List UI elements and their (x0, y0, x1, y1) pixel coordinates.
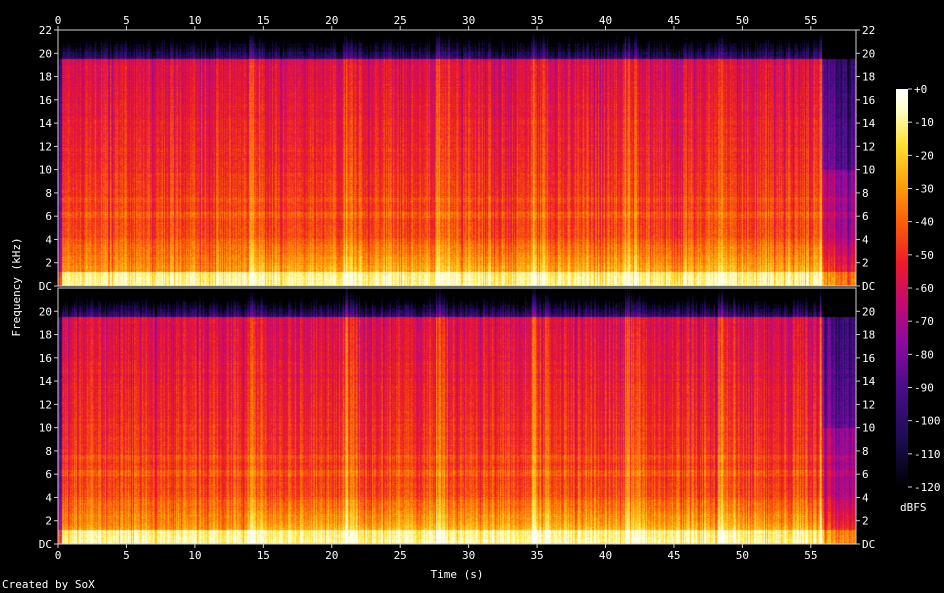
y-tick-label-right: 20 (862, 47, 875, 60)
y-tick-label-left: 20 (39, 47, 52, 60)
y-tick-label-right: DC (862, 538, 875, 551)
x-tick-label-bottom: 55 (804, 549, 817, 562)
x-tick-label-bottom: 40 (599, 549, 612, 562)
y-tick-label-left: 8 (45, 445, 52, 458)
y-tick-label-left: 14 (39, 375, 53, 388)
channel-2-spectrogram (57, 287, 857, 545)
credit-text: Created by SoX (2, 578, 95, 591)
y-tick-label-right: 10 (862, 422, 875, 435)
x-tick-label-bottom: 0 (55, 549, 62, 562)
y-tick-label-left: 4 (45, 233, 52, 246)
y-tick-label-right: 8 (862, 445, 869, 458)
colorbar-tick-label: -90 (914, 382, 934, 395)
y-tick-label-right: 6 (862, 210, 869, 223)
x-tick-label-bottom: 15 (257, 549, 270, 562)
x-axis-label: Time (s) (431, 568, 484, 581)
y-tick-label-left: 6 (45, 210, 52, 223)
x-tick-label-bottom: 20 (325, 549, 338, 562)
y-tick-label-right: 16 (862, 94, 875, 107)
y-tick-label-left: 6 (45, 468, 52, 481)
x-tick-label-top: 25 (394, 14, 407, 27)
y-tick-label-left: DC (39, 280, 52, 293)
channel-1-heatmap (58, 30, 856, 286)
y-tick-label-left: 12 (39, 140, 52, 153)
channel-1-spectrogram (57, 29, 857, 287)
y-tick-label-right: 8 (862, 187, 869, 200)
y-tick-label-right: 12 (862, 140, 875, 153)
x-tick-label-top: 45 (667, 14, 680, 27)
colorbar-ticks: +0 -10 -20 -30 -40 -50 -60 -70 -80 -90 -100 -110 -12… (908, 83, 941, 494)
y-tick-label-left: 10 (39, 422, 52, 435)
y-tick-label-left: 12 (39, 398, 52, 411)
axes: 0055101015152020252530303535404045455050… (39, 14, 876, 562)
y-axis-label: Frequency (kHz) (10, 237, 23, 336)
x-tick-label-top: 30 (462, 14, 475, 27)
x-tick-label-bottom: 25 (394, 549, 407, 562)
y-tick-label-left: 20 (39, 305, 52, 318)
x-tick-label-top: 55 (804, 14, 817, 27)
channel-2-heatmap (58, 288, 856, 544)
colorbar-tick-label: -120 (914, 481, 941, 494)
colorbar-tick-label: -70 (914, 315, 934, 328)
x-tick-label-bottom: 30 (462, 549, 475, 562)
x-tick-label-top: 0 (55, 14, 62, 27)
colorbar-tick-label: -60 (914, 282, 934, 295)
colorbar-gradient (896, 89, 908, 487)
y-tick-label-left: 2 (45, 515, 52, 528)
y-tick-label-right: 6 (862, 468, 869, 481)
x-tick-label-top: 10 (188, 14, 201, 27)
y-tick-label-left: 22 (39, 24, 52, 37)
y-tick-label-right: 10 (862, 164, 875, 177)
x-tick-label-bottom: 10 (188, 549, 201, 562)
y-tick-label-right: 22 (862, 24, 875, 37)
y-tick-label-right: 12 (862, 398, 875, 411)
y-tick-label-left: 2 (45, 257, 52, 270)
colorbar-tick-label: -30 (914, 183, 934, 196)
x-tick-label-top: 20 (325, 14, 338, 27)
y-tick-label-left: 10 (39, 164, 52, 177)
colorbar: +0 -10 -20 -30 -40 -50 -60 -70 -80 -90 -100 -110 -12… (896, 83, 941, 514)
colorbar-tick-label: -100 (914, 415, 941, 428)
y-tick-label-left: 8 (45, 187, 52, 200)
x-tick-label-bottom: 5 (123, 549, 130, 562)
x-tick-label-top: 5 (123, 14, 130, 27)
colorbar-tick-label: +0 (914, 83, 927, 96)
y-tick-label-right: 14 (862, 375, 876, 388)
colorbar-tick-label: -80 (914, 348, 934, 361)
channel-2-frame (57, 287, 857, 545)
y-tick-label-left: 14 (39, 117, 53, 130)
y-tick-label-left: 18 (39, 329, 52, 342)
colorbar-unit-label: dBFS (900, 501, 927, 514)
x-tick-label-bottom: 45 (667, 549, 680, 562)
x-tick-label-top: 35 (530, 14, 543, 27)
y-tick-label-left: 16 (39, 94, 52, 107)
y-tick-label-right: 18 (862, 71, 875, 84)
x-tick-label-top: 40 (599, 14, 612, 27)
y-tick-label-right: 16 (862, 352, 875, 365)
x-tick-label-top: 15 (257, 14, 270, 27)
y-tick-label-left: DC (39, 538, 52, 551)
y-tick-label-left: 18 (39, 71, 52, 84)
colorbar-tick-label: -10 (914, 116, 934, 129)
y-tick-label-left: 16 (39, 352, 52, 365)
y-tick-label-right: 14 (862, 117, 876, 130)
colorbar-tick-label: -40 (914, 216, 934, 229)
x-tick-label-bottom: 35 (530, 549, 543, 562)
y-tick-label-right: 18 (862, 329, 875, 342)
colorbar-tick-label: -20 (914, 149, 934, 162)
y-tick-label-right: 2 (862, 257, 869, 270)
y-tick-label-right: 20 (862, 305, 875, 318)
x-tick-label-bottom: 50 (736, 549, 749, 562)
y-tick-label-left: 4 (45, 491, 52, 504)
y-tick-label-right: DC (862, 280, 875, 293)
colorbar-tick-label: -50 (914, 249, 934, 262)
x-tick-label-top: 50 (736, 14, 749, 27)
channel-1-frame (57, 29, 857, 287)
y-tick-label-right: 2 (862, 515, 869, 528)
colorbar-tick-label: -110 (914, 448, 941, 461)
y-tick-label-right: 4 (862, 491, 869, 504)
y-tick-label-right: 4 (862, 233, 869, 246)
